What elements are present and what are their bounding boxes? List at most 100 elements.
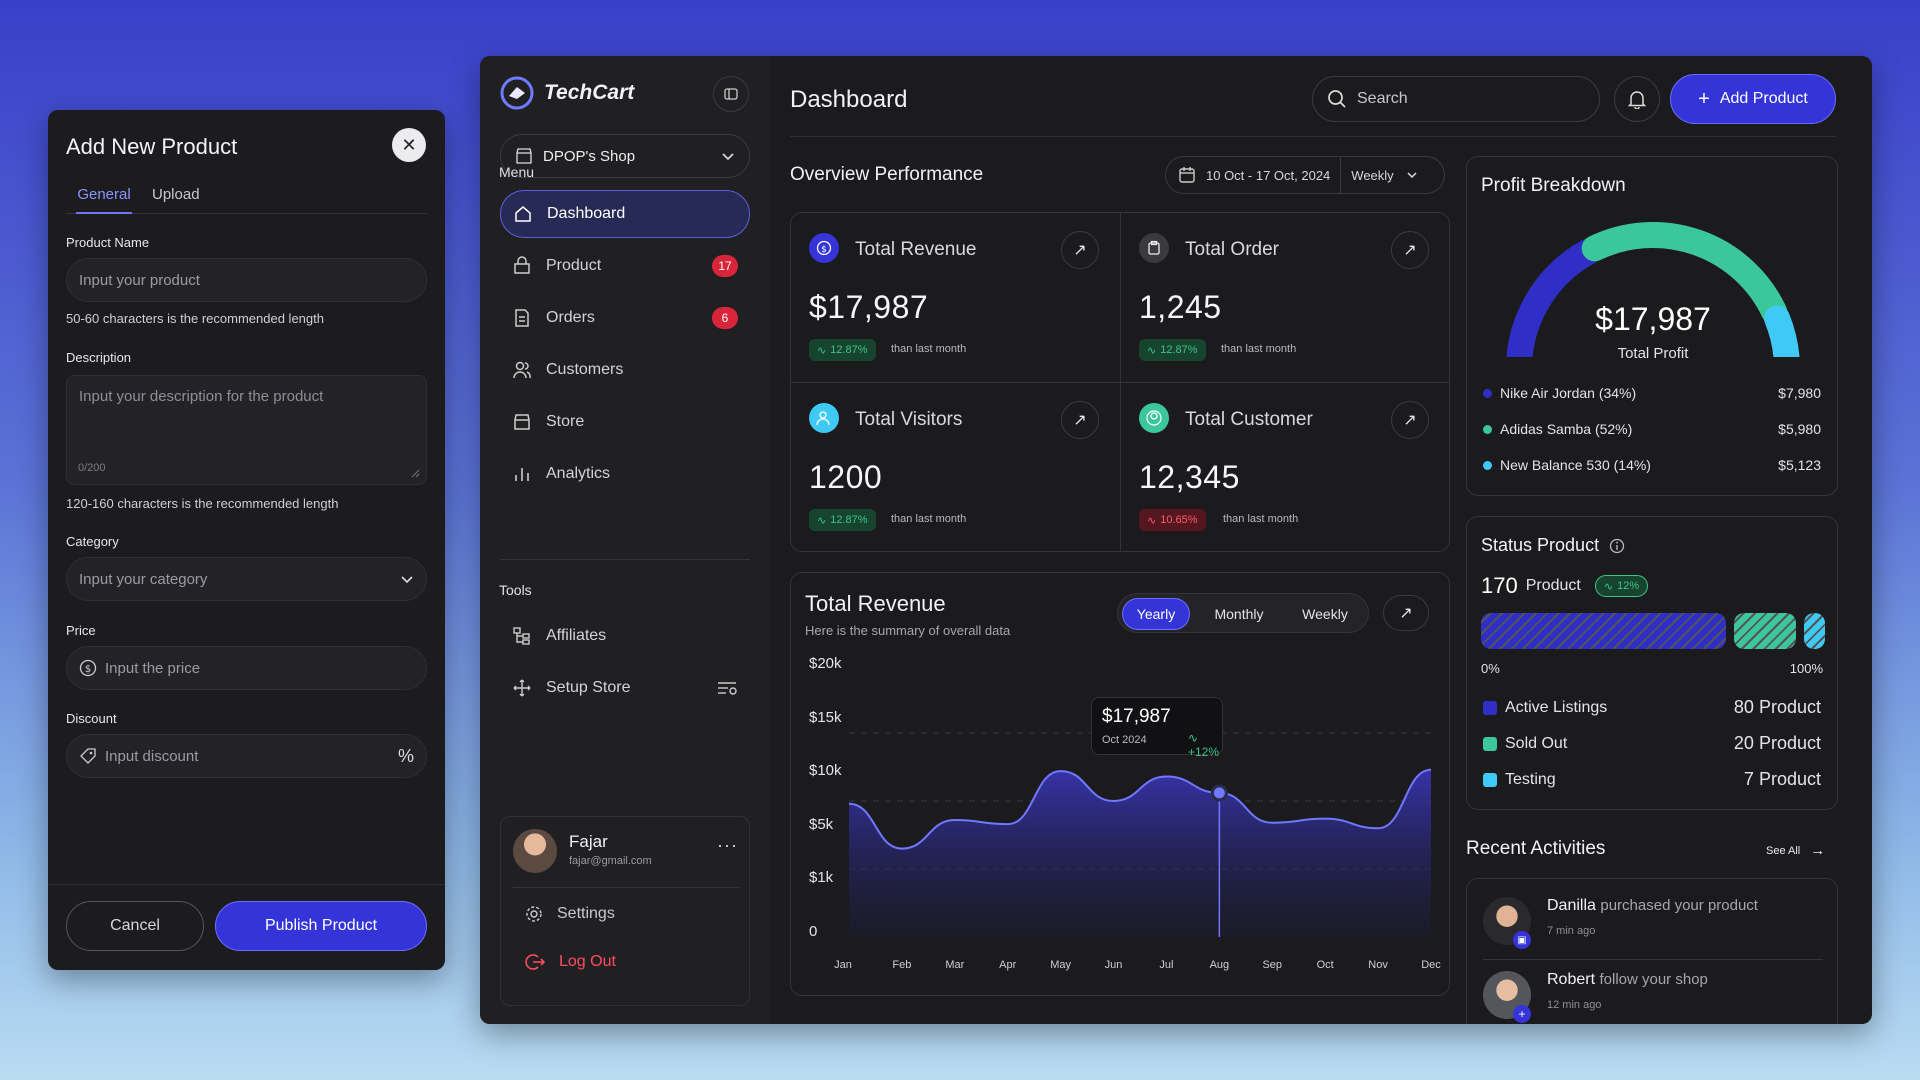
logout-icon <box>525 954 545 970</box>
data-point-jun[interactable] <box>1111 798 1117 804</box>
list-item[interactable]: ▣ Danilla purchased your product 7 min a… <box>1483 887 1823 959</box>
collapse-sidebar-button[interactable] <box>713 76 749 112</box>
tab-general[interactable]: General <box>76 184 132 214</box>
bar-chart-icon <box>515 468 529 481</box>
gauge-segment[interactable] <box>1764 305 1800 357</box>
product-count-badge: 17 <box>712 255 738 277</box>
list-item[interactable]: + Robert follow your shop 12 min ago <box>1483 961 1823 1024</box>
highlight-point[interactable] <box>1210 784 1228 802</box>
sidebar-item-customers[interactable]: Customers <box>500 346 750 394</box>
move-icon <box>513 679 531 697</box>
status-count-value: 170 <box>1481 573 1518 598</box>
date-range-picker[interactable]: 10 Oct - 17 Oct, 2024 Weekly <box>1165 156 1445 194</box>
add-product-button[interactable]: + Add Product <box>1670 74 1836 124</box>
trend-icon: ∿ <box>817 514 827 527</box>
resize-handle-icon[interactable] <box>410 468 420 478</box>
notifications-button[interactable] <box>1614 76 1660 122</box>
more-options-icon[interactable]: ··· <box>717 835 738 855</box>
data-point-may[interactable] <box>1058 768 1064 774</box>
gauge-segment[interactable] <box>1581 222 1788 325</box>
price-input[interactable]: $ Input the price <box>66 646 427 690</box>
kpi-suffix: than last month <box>1223 513 1299 525</box>
y-tick: $15k <box>809 709 842 726</box>
category-label: Category <box>66 534 119 549</box>
status-change-value: 12% <box>1617 580 1640 592</box>
dollar-circle-icon: $ <box>79 659 97 677</box>
status-bar <box>1481 613 1825 649</box>
tab-upload[interactable]: Upload <box>152 186 200 203</box>
sidebar-item-setup-store[interactable]: Setup Store <box>500 664 750 712</box>
sidebar-item-label: Dashboard <box>547 205 626 222</box>
sidebar-item-dashboard[interactable]: Dashboard <box>500 190 750 238</box>
data-point-sep[interactable] <box>1269 820 1275 826</box>
logout-label: Log Out <box>559 953 616 970</box>
sidebar-item-analytics[interactable]: Analytics <box>500 450 750 498</box>
x-tick: Jul <box>1159 959 1174 971</box>
data-point-nov[interactable] <box>1375 825 1381 831</box>
y-tick: $5k <box>809 816 834 833</box>
publish-product-button[interactable]: Publish Product <box>215 901 427 951</box>
discount-placeholder: Input discount <box>105 747 199 765</box>
segment-monthly[interactable]: Monthly <box>1214 606 1264 622</box>
avatar[interactable] <box>513 829 557 873</box>
product-name-input[interactable]: Input your product <box>66 258 427 302</box>
x-tick: Feb <box>892 959 912 971</box>
sidebar-item-label: Setup Store <box>546 679 631 696</box>
revenue-subtitle: Here is the summary of overall data <box>805 623 1011 638</box>
close-button[interactable]: ✕ <box>392 128 426 162</box>
kpi-change: 12.87% <box>830 344 868 356</box>
period-segmented-control: Yearly Monthly Weekly <box>1117 593 1369 633</box>
shop-selector[interactable]: DPOP's Shop <box>500 134 750 178</box>
arrow-up-right-icon: ↗ <box>1403 412 1417 429</box>
search-input[interactable]: Search <box>1312 76 1600 122</box>
profit-gauge <box>1506 222 1800 357</box>
y-tick: $1k <box>809 869 834 886</box>
status-count-unit: Product <box>1758 697 1821 717</box>
data-point-mar[interactable] <box>952 817 958 823</box>
brand-logo[interactable]: TechCart <box>500 76 634 110</box>
data-point-oct[interactable] <box>1322 816 1328 822</box>
data-point-jul[interactable] <box>1163 774 1169 780</box>
cancel-button[interactable]: Cancel <box>66 901 204 951</box>
expand-button[interactable]: ↗ <box>1383 595 1429 631</box>
y-tick: 0 <box>809 923 818 940</box>
user-icon <box>809 403 839 433</box>
sidebar-item-product[interactable]: Product 17 <box>500 242 750 290</box>
gauge-segment[interactable] <box>1506 238 1602 357</box>
revenue-line <box>848 768 1432 850</box>
expand-button[interactable]: ↗ <box>1391 401 1429 439</box>
expand-button[interactable]: ↗ <box>1391 231 1429 269</box>
sidebar-item-orders[interactable]: Orders 6 <box>500 294 750 342</box>
activity-text: Danilla purchased your product <box>1547 897 1758 915</box>
segment-yearly[interactable]: Yearly <box>1122 598 1190 630</box>
sidebar-item-affiliates[interactable]: Affiliates <box>500 612 750 660</box>
kpi-label: Total Revenue <box>855 239 977 260</box>
logout-link[interactable]: Log Out <box>525 953 616 971</box>
price-label: Price <box>66 623 96 638</box>
svg-text:$: $ <box>85 664 91 675</box>
data-point-apr[interactable] <box>1005 821 1011 827</box>
kpi-change-badge: ∿ 12.87% <box>1139 339 1206 361</box>
category-select[interactable]: Input your category <box>66 557 427 601</box>
profit-total: $17,987 <box>1595 301 1711 337</box>
data-point-feb[interactable] <box>899 846 905 852</box>
expand-button[interactable]: ↗ <box>1061 401 1099 439</box>
bag-icon <box>514 256 530 274</box>
period-select[interactable]: Weekly <box>1351 167 1394 183</box>
see-all-link[interactable]: See All → <box>1766 842 1825 859</box>
discount-input[interactable]: Input discount % <box>66 734 427 778</box>
add-product-label: Add Product <box>1719 90 1808 107</box>
settings-list-icon[interactable] <box>716 679 738 697</box>
status-max-label: 100% <box>1789 661 1823 676</box>
expand-button[interactable]: ↗ <box>1061 231 1099 269</box>
settings-link[interactable]: Settings <box>525 905 615 923</box>
description-input[interactable]: Input your description for the product 0… <box>66 375 427 485</box>
sidebar-item-store[interactable]: Store <box>500 398 750 446</box>
info-icon[interactable] <box>1609 538 1625 554</box>
status-bar-segment <box>1734 613 1796 649</box>
segment-weekly[interactable]: Weekly <box>1302 606 1348 622</box>
data-point-jan[interactable] <box>846 801 852 807</box>
customer-icon <box>1139 403 1169 433</box>
activity-time: 7 min ago <box>1547 925 1596 937</box>
data-point-dec[interactable] <box>1428 767 1434 773</box>
